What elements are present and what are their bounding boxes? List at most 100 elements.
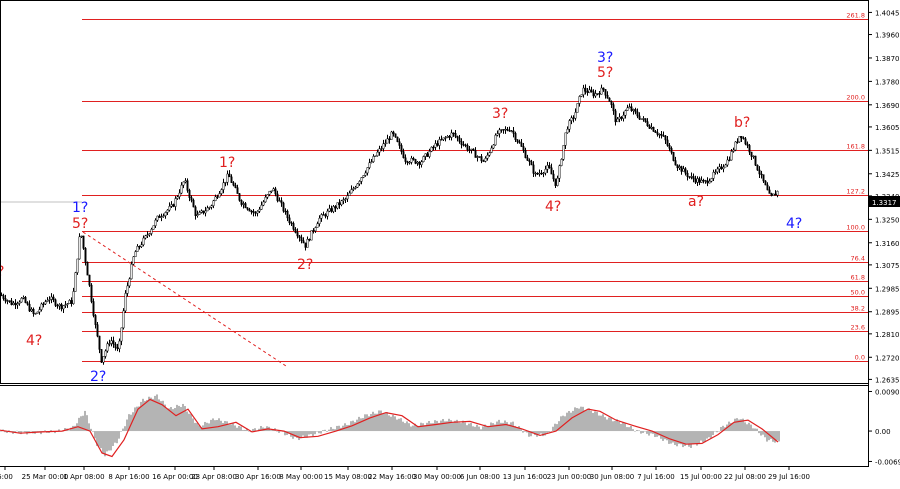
oscillator-bar bbox=[460, 423, 462, 432]
oscillator-bar bbox=[22, 431, 24, 432]
candle-body bbox=[682, 168, 685, 172]
candle-body bbox=[306, 238, 309, 248]
candle-body bbox=[190, 197, 193, 201]
candle-body bbox=[568, 120, 571, 130]
candle-body bbox=[430, 146, 433, 152]
oscillator-bar bbox=[558, 421, 560, 432]
candle-body bbox=[332, 206, 335, 212]
candle-body bbox=[612, 104, 615, 112]
candle-body bbox=[302, 240, 305, 244]
candle-body bbox=[30, 308, 33, 312]
fibonacci-levels: 261.8 200.0 161.8 127.2 100.0 76.4 61.8 50.0 38.… bbox=[82, 12, 868, 362]
oscillator-bar bbox=[168, 408, 170, 432]
candle-body bbox=[760, 173, 763, 176]
oscillator-bar bbox=[360, 418, 362, 432]
candle-body bbox=[246, 207, 249, 210]
label-4q-left: 4? bbox=[26, 333, 42, 349]
candle-body bbox=[492, 144, 495, 149]
oscillator-bar bbox=[64, 428, 66, 432]
candle-body bbox=[316, 223, 319, 228]
candle-body bbox=[754, 155, 757, 166]
oscillator-bar bbox=[294, 431, 296, 437]
candle-body bbox=[186, 180, 189, 191]
oscillator-bar bbox=[236, 427, 238, 432]
oscillator-bar bbox=[8, 430, 10, 432]
price-tick-label: 1.2895 bbox=[875, 309, 900, 317]
candle-body bbox=[516, 139, 519, 143]
oscillator-bar bbox=[516, 427, 518, 432]
oscillator-bar bbox=[146, 399, 148, 432]
candle-body bbox=[100, 349, 103, 363]
oscillator-bar bbox=[576, 408, 578, 432]
oscillator-bar bbox=[598, 415, 600, 432]
oscillator-bar bbox=[160, 401, 162, 432]
candle-body bbox=[740, 135, 743, 139]
oscillator-bar bbox=[112, 431, 114, 446]
oscillator-bar bbox=[642, 431, 644, 433]
candle-body bbox=[600, 87, 603, 95]
oscillator-bar bbox=[392, 414, 394, 432]
candle-body bbox=[436, 143, 439, 146]
oscillator-bar bbox=[4, 431, 6, 433]
price-tick-label: 1.3515 bbox=[875, 147, 900, 155]
candle-body bbox=[210, 205, 213, 208]
time-tick-label: 16 Apr 00:00 bbox=[152, 473, 198, 481]
oscillator-bar bbox=[58, 429, 60, 432]
oscillator-bar bbox=[86, 415, 88, 432]
fib-level-label: 0.0 bbox=[855, 354, 865, 362]
oscillator-bar bbox=[714, 431, 716, 432]
time-tick-label: 8 May 00:00 bbox=[279, 473, 323, 481]
candle-body bbox=[86, 261, 89, 276]
oscillator-bar bbox=[452, 422, 454, 432]
candle-body bbox=[78, 236, 81, 260]
oscillator-bar bbox=[30, 430, 32, 432]
candle-body bbox=[62, 305, 65, 310]
candle-body bbox=[476, 156, 479, 158]
oscillator-bar bbox=[424, 425, 426, 432]
oscillator-bar bbox=[164, 404, 166, 432]
candle-body bbox=[580, 94, 583, 97]
oscillator-bar bbox=[556, 424, 558, 432]
oscillator-bar bbox=[650, 431, 652, 434]
candle-body bbox=[140, 244, 143, 247]
oscillator-bar bbox=[208, 423, 210, 432]
oscillator-bar bbox=[702, 431, 704, 443]
candle-body bbox=[422, 156, 425, 163]
oscillator-bar bbox=[230, 424, 232, 432]
oscillator-bar bbox=[254, 428, 256, 432]
oscillator-tick-label: 0.00901 bbox=[875, 388, 900, 396]
candle-body bbox=[454, 133, 457, 137]
candle-body bbox=[608, 97, 611, 102]
oscillator-bar bbox=[242, 430, 244, 432]
time-tick-label: 22 May 16:00 bbox=[368, 473, 416, 481]
label-edge: ? bbox=[0, 264, 4, 280]
oscillator-bar bbox=[370, 414, 372, 432]
candle-body bbox=[398, 141, 401, 146]
time-tick-label: 25 Mar 00:00 bbox=[22, 473, 69, 481]
candle-body bbox=[538, 172, 541, 175]
oscillator-bar bbox=[604, 417, 606, 432]
oscillator-bar bbox=[654, 431, 656, 438]
candle-body bbox=[300, 237, 303, 241]
oscillator-bar bbox=[510, 422, 512, 432]
label-4q-mid: 4? bbox=[545, 199, 561, 215]
candle-body bbox=[506, 128, 509, 131]
oscillator-bar bbox=[386, 412, 388, 432]
candle-body bbox=[772, 193, 775, 196]
oscillator-bar bbox=[398, 418, 400, 432]
candle-body bbox=[130, 263, 133, 280]
oscillator-bar bbox=[94, 431, 96, 439]
candle-body bbox=[710, 178, 713, 182]
oscillator-bar bbox=[128, 414, 130, 432]
oscillator-bar bbox=[434, 420, 436, 432]
candle-body bbox=[750, 151, 753, 157]
candle-body bbox=[652, 126, 655, 132]
candle-body bbox=[350, 189, 353, 194]
oscillator-bar bbox=[272, 429, 274, 432]
oscillator-bar bbox=[500, 422, 502, 432]
candle-body bbox=[32, 308, 35, 314]
candle-body bbox=[254, 212, 257, 214]
oscillator-bar bbox=[504, 420, 506, 432]
price-axis: 1.4045 1.3960 1.3870 1.3780 1.3690 1.3605 1.35… bbox=[868, 9, 900, 384]
oscillator-bar bbox=[722, 425, 724, 432]
